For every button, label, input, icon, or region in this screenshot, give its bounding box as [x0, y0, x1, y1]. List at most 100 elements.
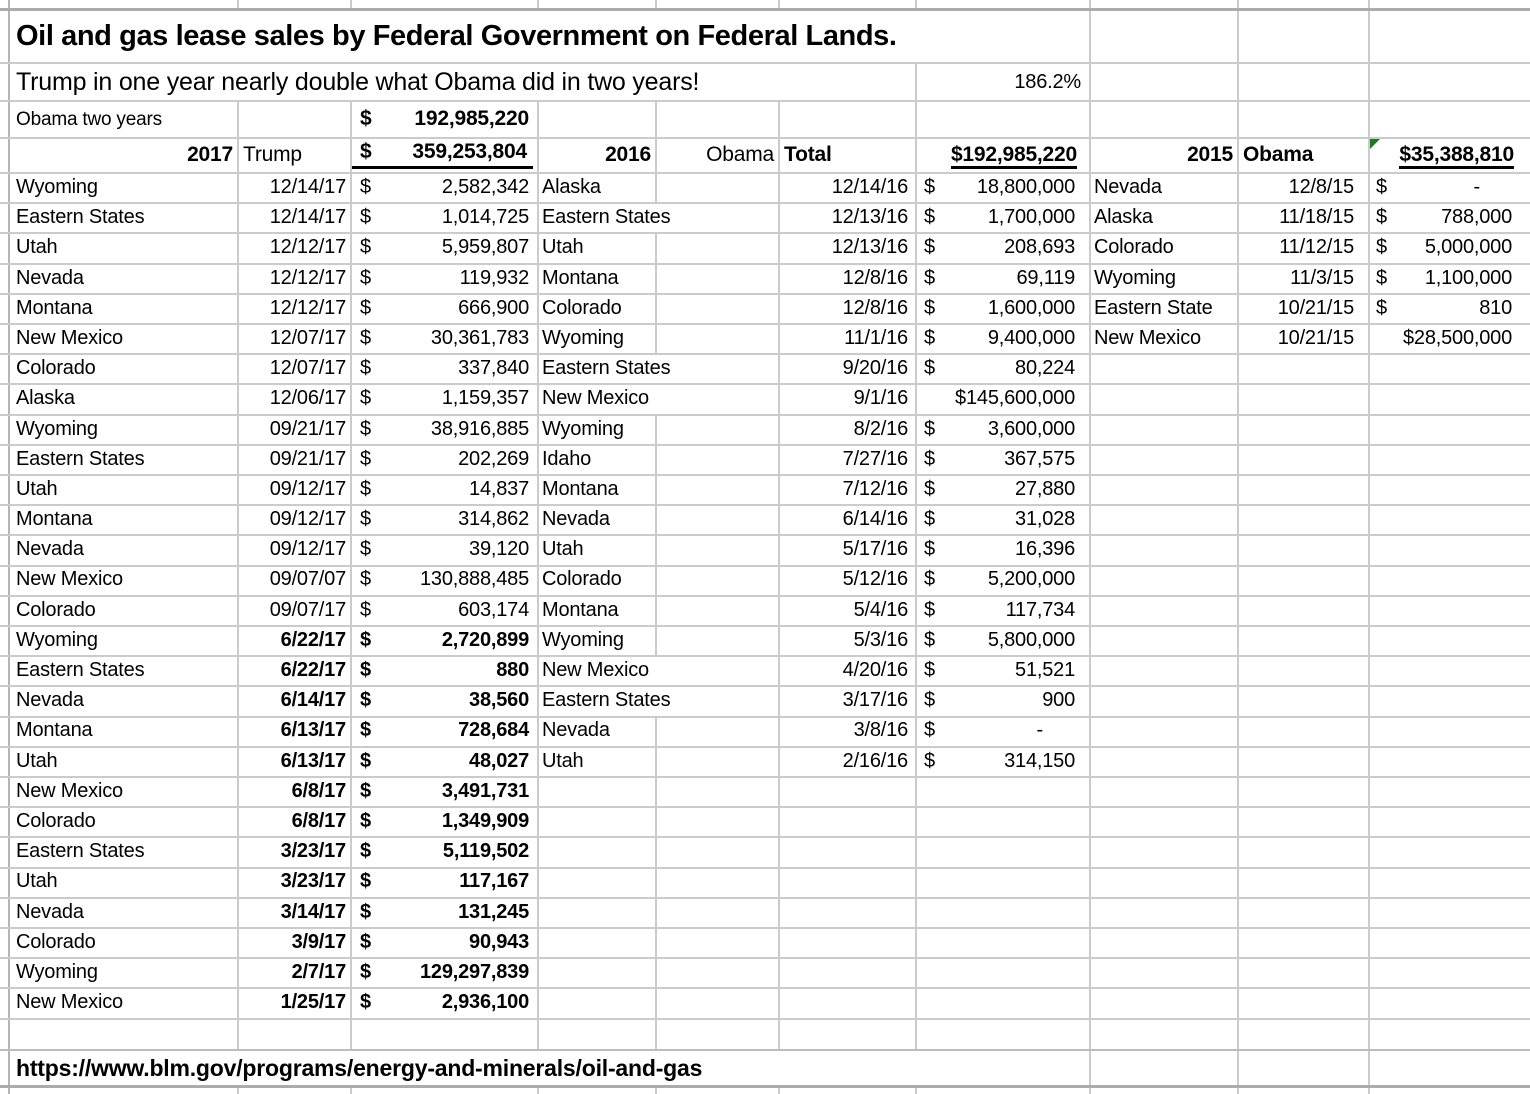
date-cell[interactable]: 12/13/16 — [831, 236, 908, 259]
state-cell[interactable]: Montana — [16, 296, 93, 319]
date-cell[interactable]: 12/14/17 — [269, 206, 346, 229]
amount-cell[interactable]: $ 30,361,783 — [350, 323, 537, 353]
state-cell[interactable]: Utah — [16, 236, 58, 259]
state-cell[interactable]: Alaska — [16, 387, 75, 410]
amount-cell[interactable]: $ 1,100,000 — [1368, 263, 1530, 293]
state-cell[interactable]: Wyoming — [16, 960, 98, 983]
state-cell[interactable]: New Mexico — [542, 387, 649, 410]
sheet-subtitle-cell[interactable]: Trump in one year nearly double what Oba… — [16, 68, 700, 96]
amount-cell[interactable]: $ 131,245 — [350, 897, 537, 927]
date-cell[interactable]: 5/17/16 — [842, 538, 909, 561]
obama-two-years-label-cell[interactable]: Obama two years — [16, 109, 162, 130]
date-cell[interactable]: 09/07/07 — [269, 568, 346, 591]
amount-cell[interactable]: $ 119,932 — [350, 263, 537, 293]
date-cell[interactable]: 1/25/17 — [280, 991, 347, 1014]
state-cell[interactable]: Wyoming — [542, 417, 624, 440]
date-cell[interactable]: 6/8/17 — [291, 809, 347, 832]
date-cell[interactable]: 6/22/17 — [280, 628, 347, 651]
amount-cell[interactable]: $28,500,000 — [1368, 323, 1530, 353]
amount-cell[interactable]: $ 130,888,485 — [350, 564, 537, 594]
date-cell[interactable]: 2/7/17 — [291, 960, 347, 983]
date-cell[interactable]: 09/21/17 — [269, 447, 346, 470]
header-obama-2015-cell[interactable]: Obama — [1243, 143, 1314, 166]
source-url-cell[interactable]: https://www.blm.gov/programs/energy-and-… — [16, 1055, 703, 1081]
date-cell[interactable]: 12/14/16 — [831, 176, 908, 198]
date-cell[interactable]: 12/07/17 — [269, 357, 346, 380]
amount-cell[interactable]: $ 38,916,885 — [350, 414, 537, 444]
date-cell[interactable]: 9/20/16 — [842, 357, 909, 380]
amount-cell[interactable]: $ 5,119,502 — [350, 836, 537, 866]
date-cell[interactable]: 12/14/17 — [269, 176, 346, 198]
amount-cell[interactable]: $ 603,174 — [350, 595, 537, 625]
header-obama-2016-cell[interactable]: Obama — [706, 143, 774, 166]
amount-cell[interactable]: $ 2,582,342 — [350, 172, 537, 202]
state-cell[interactable]: New Mexico — [16, 779, 123, 802]
date-cell[interactable]: 12/12/17 — [269, 236, 346, 259]
state-cell[interactable]: Utah — [542, 749, 584, 772]
percent-cell[interactable]: 186.2% — [1014, 71, 1081, 93]
amount-cell[interactable]: $ 788,000 — [1368, 202, 1530, 232]
state-cell[interactable]: Montana — [16, 719, 93, 742]
sheet-title-cell[interactable]: Oil and gas lease sales by Federal Gover… — [16, 20, 897, 52]
date-cell[interactable]: 3/9/17 — [291, 930, 347, 953]
amount-cell[interactable]: $ 117,734 — [915, 595, 1089, 625]
amount-cell[interactable]: $ 208,693 — [915, 232, 1089, 262]
state-cell[interactable]: Eastern State — [1094, 296, 1213, 319]
state-cell[interactable]: Colorado — [16, 598, 96, 621]
header-total-2015-cell[interactable]: $35,388,810 — [1368, 137, 1514, 172]
amount-cell[interactable]: $ 39,120 — [350, 534, 537, 564]
amount-cell[interactable]: $ 14,837 — [350, 474, 537, 504]
date-cell[interactable]: 3/23/17 — [280, 840, 347, 863]
amount-cell[interactable]: $ 880 — [350, 655, 537, 685]
amount-cell[interactable]: $ 3,600,000 — [915, 414, 1089, 444]
date-cell[interactable]: 09/07/17 — [269, 598, 346, 621]
amount-cell[interactable]: $ 69,119 — [915, 263, 1089, 293]
state-cell[interactable]: Alaska — [1094, 206, 1153, 229]
state-cell[interactable]: Wyoming — [542, 628, 624, 651]
state-cell[interactable]: Alaska — [542, 176, 601, 198]
amount-cell[interactable]: $ 666,900 — [350, 293, 537, 323]
amount-cell[interactable]: $ 314,862 — [350, 504, 537, 534]
state-cell[interactable]: Colorado — [16, 930, 96, 953]
state-cell[interactable]: Nevada — [542, 508, 610, 531]
state-cell[interactable]: Idaho — [542, 447, 592, 470]
header-trump-cell[interactable]: Trump — [243, 143, 302, 166]
amount-cell[interactable]: $ 900 — [915, 685, 1089, 715]
date-cell[interactable]: 3/14/17 — [280, 900, 347, 923]
date-cell[interactable]: 6/14/17 — [280, 689, 347, 712]
amount-cell[interactable]: $ 16,396 — [915, 534, 1089, 564]
date-cell[interactable]: 11/3/15 — [1290, 266, 1354, 289]
amount-cell[interactable]: $ 27,880 — [915, 474, 1089, 504]
date-cell[interactable]: 09/12/17 — [269, 508, 346, 531]
date-cell[interactable]: 8/2/16 — [853, 417, 909, 440]
state-cell[interactable]: Eastern States — [16, 447, 145, 470]
date-cell[interactable]: 12/8/16 — [842, 296, 909, 319]
state-cell[interactable]: Wyoming — [1094, 266, 1176, 289]
state-cell[interactable]: Montana — [542, 477, 619, 500]
state-cell[interactable]: Utah — [16, 870, 58, 893]
state-cell[interactable]: New Mexico — [16, 991, 123, 1014]
state-cell[interactable]: Wyoming — [16, 417, 98, 440]
state-cell[interactable]: Utah — [542, 236, 584, 259]
amount-cell[interactable]: $ 9,400,000 — [915, 323, 1089, 353]
date-cell[interactable]: 12/12/17 — [269, 266, 346, 289]
state-cell[interactable]: Montana — [16, 508, 93, 531]
amount-cell[interactable]: $ 5,000,000 — [1368, 232, 1530, 262]
state-cell[interactable]: Nevada — [16, 266, 84, 289]
amount-cell[interactable]: $ 5,200,000 — [915, 564, 1089, 594]
amount-cell[interactable]: $ 31,028 — [915, 504, 1089, 534]
date-cell[interactable]: 11/12/15 — [1279, 236, 1354, 259]
amount-cell[interactable]: $ 1,700,000 — [915, 202, 1089, 232]
state-cell[interactable]: New Mexico — [542, 659, 649, 681]
state-cell[interactable]: Nevada — [542, 719, 610, 742]
state-cell[interactable]: Eastern States — [542, 689, 671, 712]
amount-cell[interactable]: $ 3,491,731 — [350, 776, 537, 806]
amount-cell[interactable]: $ 5,959,807 — [350, 232, 537, 262]
date-cell[interactable]: 5/4/16 — [853, 598, 909, 621]
state-cell[interactable]: Utah — [16, 749, 58, 772]
amount-cell[interactable]: $ - — [1368, 172, 1530, 202]
amount-cell[interactable]: $ 129,297,839 — [350, 957, 537, 987]
state-cell[interactable]: New Mexico — [16, 326, 123, 349]
date-cell[interactable]: 2/16/16 — [842, 749, 909, 772]
amount-cell[interactable]: $ 1,600,000 — [915, 293, 1089, 323]
